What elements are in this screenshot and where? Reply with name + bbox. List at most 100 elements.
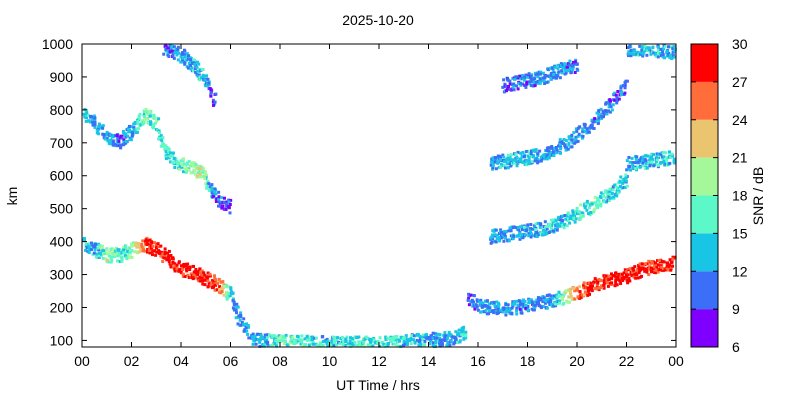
echo-point: [502, 239, 506, 243]
echo-point: [585, 127, 589, 131]
echo-point: [372, 338, 376, 342]
echo-point: [614, 93, 618, 97]
echo-point: [205, 184, 209, 188]
echo-point: [97, 125, 101, 129]
echo-point: [209, 87, 213, 91]
echo-point: [166, 147, 170, 150]
echo-point: [538, 225, 542, 229]
echo-point: [281, 335, 285, 339]
echo-point: [527, 72, 531, 76]
echo-point: [509, 87, 512, 91]
echo-point: [198, 78, 202, 82]
echo-point: [109, 138, 113, 142]
echo-point: [569, 215, 573, 219]
echo-trace: [625, 150, 677, 172]
echo-point: [596, 286, 600, 290]
echo-point: [144, 240, 148, 243]
echo-point: [507, 229, 511, 233]
echo-point: [564, 71, 568, 75]
echo-point: [550, 146, 554, 150]
echo-point: [524, 304, 528, 307]
echo-point: [548, 222, 551, 226]
echo-point: [140, 245, 144, 249]
echo-point: [198, 275, 202, 279]
echo-point: [567, 219, 570, 222]
echo-point: [419, 343, 423, 347]
echo-point: [353, 336, 357, 339]
echo-point: [446, 336, 449, 340]
echo-point: [661, 151, 665, 154]
echo-point: [175, 267, 179, 271]
echo-point: [212, 103, 215, 107]
echo-point: [644, 262, 648, 266]
echo-point: [485, 299, 489, 303]
echo-point: [461, 330, 465, 334]
echo-point: [549, 298, 553, 302]
echo-point: [499, 162, 503, 166]
echo-point: [201, 276, 205, 280]
echo-point: [626, 281, 630, 285]
echo-point: [652, 267, 655, 271]
echo-point: [172, 161, 176, 165]
echo-point: [667, 45, 670, 49]
echo-point: [621, 279, 625, 282]
echo-point: [514, 152, 518, 156]
echo-point: [654, 162, 658, 166]
echo-point: [511, 226, 515, 230]
echo-point: [608, 192, 612, 196]
echo-point: [330, 343, 334, 347]
echo-point: [650, 155, 654, 159]
echo-point: [157, 245, 161, 249]
echo-point: [128, 255, 132, 259]
echo-point: [225, 200, 229, 204]
echo-point: [303, 343, 307, 347]
echo-point: [604, 189, 608, 193]
echo-point: [553, 65, 557, 69]
echo-point: [124, 135, 128, 139]
echo-point: [522, 155, 526, 159]
echo-point: [187, 54, 191, 58]
echo-point: [616, 90, 620, 93]
echo-point: [488, 306, 492, 310]
echo-point: [182, 162, 186, 166]
echo-point: [598, 113, 602, 117]
echo-point: [532, 308, 536, 312]
echo-point: [374, 341, 377, 345]
echo-point: [664, 268, 668, 272]
echo-point: [405, 342, 409, 346]
echo-point: [229, 198, 233, 202]
echo-point: [222, 293, 226, 297]
echo-point: [280, 339, 284, 343]
echo-point: [509, 229, 513, 233]
echo-point: [109, 260, 113, 264]
echo-point: [509, 158, 513, 162]
echo-point: [288, 341, 292, 345]
echo-point: [567, 143, 571, 147]
echo-point: [93, 116, 97, 120]
echo-point: [579, 203, 583, 207]
echo-point: [123, 251, 126, 255]
echo-point: [137, 242, 140, 245]
echo-point: [193, 60, 197, 64]
echo-point: [336, 336, 340, 340]
echo-point: [214, 92, 218, 96]
echo-point: [245, 329, 249, 333]
echo-point: [456, 341, 460, 344]
echo-point: [667, 51, 671, 55]
echo-point: [143, 115, 146, 119]
echo-point: [538, 149, 542, 153]
echo-point: [201, 175, 205, 178]
echo-point: [93, 125, 97, 129]
echo-point: [517, 299, 521, 303]
echo-point: [179, 269, 183, 273]
echo-point: [177, 269, 181, 273]
echo-point: [401, 344, 405, 347]
echo-point: [132, 126, 136, 130]
echo-point: [631, 166, 635, 170]
echo-point: [640, 48, 644, 52]
echo-point: [247, 336, 251, 340]
echo-point: [571, 209, 575, 213]
echo-point: [178, 164, 182, 168]
echo-point: [624, 179, 628, 183]
echo-point: [610, 196, 614, 200]
